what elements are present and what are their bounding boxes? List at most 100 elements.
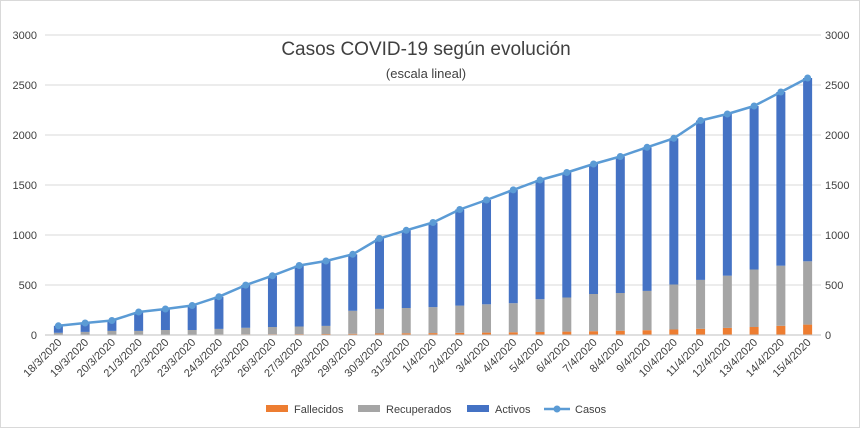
bar-fallecidos bbox=[696, 329, 705, 335]
bar-activos bbox=[776, 92, 785, 266]
bar-recuperados bbox=[188, 330, 197, 335]
y-tick-right: 500 bbox=[825, 280, 843, 292]
bar-recuperados bbox=[482, 304, 491, 332]
bar-recuperados bbox=[429, 307, 438, 333]
point-casos bbox=[751, 103, 758, 110]
bar-activos bbox=[562, 173, 571, 298]
bar-recuperados bbox=[696, 280, 705, 329]
bar-fallecidos bbox=[616, 331, 625, 335]
bar-recuperados bbox=[214, 329, 223, 335]
bar-activos bbox=[455, 210, 464, 306]
bar-recuperados bbox=[536, 299, 545, 332]
point-casos bbox=[430, 219, 437, 226]
bar-activos bbox=[803, 78, 812, 261]
bar-recuperados bbox=[402, 308, 411, 333]
point-casos bbox=[82, 320, 89, 327]
point-casos bbox=[135, 309, 142, 316]
bar-activos bbox=[669, 138, 678, 284]
y-tick-left: 2500 bbox=[13, 80, 37, 92]
bar-recuperados bbox=[375, 309, 384, 334]
bar-activos bbox=[696, 121, 705, 280]
bar-recuperados bbox=[643, 291, 652, 330]
x-axis: 18/3/202019/3/202020/3/202021/3/202022/3… bbox=[21, 335, 821, 380]
point-casos bbox=[55, 322, 62, 329]
y-tick-left: 1500 bbox=[13, 180, 37, 192]
chart-title: Casos COVID-19 según evolución bbox=[281, 39, 570, 60]
y-tick-left: 3000 bbox=[13, 30, 37, 42]
bar-recuperados bbox=[107, 331, 116, 335]
bar-recuperados bbox=[776, 266, 785, 326]
point-casos bbox=[269, 272, 276, 279]
y-tick-left: 1000 bbox=[13, 230, 37, 242]
bar-fallecidos bbox=[562, 332, 571, 335]
bar-fallecidos bbox=[803, 325, 812, 335]
point-casos bbox=[456, 206, 463, 213]
bar-recuperados bbox=[81, 332, 90, 335]
bar-activos bbox=[348, 254, 357, 310]
bar-recuperados bbox=[509, 303, 518, 332]
bar-activos bbox=[402, 230, 411, 308]
legend-label-casos: Casos bbox=[575, 404, 607, 416]
bar-activos bbox=[750, 106, 759, 270]
point-casos bbox=[322, 258, 329, 265]
y-tick-right: 1000 bbox=[825, 230, 849, 242]
bar-activos bbox=[214, 297, 223, 329]
bar-activos bbox=[723, 114, 732, 276]
point-casos bbox=[670, 135, 677, 142]
y-tick-left: 2000 bbox=[13, 130, 37, 142]
bar-activos bbox=[268, 276, 277, 327]
legend-swatch-activos bbox=[467, 405, 489, 412]
y-axis-left: 0 500 1000 1500 2000 2500 3000 bbox=[13, 30, 37, 342]
bar-fallecidos bbox=[589, 331, 598, 335]
legend-swatch-recuperados bbox=[358, 405, 380, 412]
legend-label-recuperados: Recuperados bbox=[386, 404, 452, 416]
bar-activos bbox=[589, 164, 598, 294]
point-casos bbox=[537, 177, 544, 184]
bar-fallecidos bbox=[723, 328, 732, 335]
bar-activos bbox=[509, 190, 518, 303]
bar-activos bbox=[429, 223, 438, 308]
bar-recuperados bbox=[348, 311, 357, 334]
bar-activos bbox=[643, 147, 652, 291]
bar-recuperados bbox=[241, 328, 250, 335]
y-tick-right: 3000 bbox=[825, 30, 849, 42]
point-casos bbox=[804, 75, 811, 82]
chart-subtitle: (escala lineal) bbox=[386, 66, 466, 81]
bar-activos bbox=[482, 200, 491, 304]
point-casos bbox=[483, 197, 490, 204]
y-tick-right: 1500 bbox=[825, 180, 849, 192]
bar-activos bbox=[616, 157, 625, 294]
bar-recuperados bbox=[455, 306, 464, 333]
legend-swatch-fallecidos bbox=[266, 405, 288, 412]
point-casos bbox=[189, 302, 196, 309]
point-casos bbox=[724, 111, 731, 118]
legend-label-activos: Activos bbox=[495, 404, 531, 416]
point-casos bbox=[108, 317, 115, 324]
bar-recuperados bbox=[268, 327, 277, 334]
bar-recuperados bbox=[321, 326, 330, 334]
y-tick-left: 500 bbox=[19, 280, 37, 292]
bar-recuperados bbox=[161, 330, 170, 335]
bar-fallecidos bbox=[750, 327, 759, 335]
point-casos bbox=[697, 117, 704, 124]
y-tick-right: 2500 bbox=[825, 80, 849, 92]
bar-activos bbox=[295, 266, 304, 327]
point-casos bbox=[403, 227, 410, 234]
bar-activos bbox=[321, 261, 330, 326]
legend-marker-casos bbox=[554, 406, 561, 413]
y-tick-left: 0 bbox=[31, 330, 37, 342]
bar-recuperados bbox=[750, 270, 759, 328]
bar-recuperados bbox=[616, 293, 625, 331]
point-casos bbox=[242, 282, 249, 289]
bar-fallecidos bbox=[643, 330, 652, 335]
bar-recuperados bbox=[589, 294, 598, 331]
bars bbox=[54, 78, 812, 335]
legend-label-fallecidos: Fallecidos bbox=[294, 404, 344, 416]
bar-recuperados bbox=[723, 276, 732, 328]
bar-recuperados bbox=[295, 327, 304, 335]
bar-fallecidos bbox=[776, 326, 785, 335]
bar-activos bbox=[188, 306, 197, 331]
y-tick-right: 2000 bbox=[825, 130, 849, 142]
